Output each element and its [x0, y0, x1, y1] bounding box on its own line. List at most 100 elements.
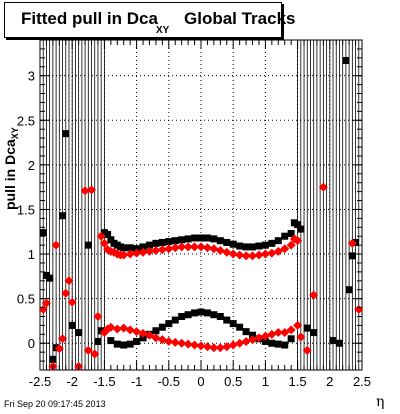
diamond-point [196, 242, 206, 252]
diamond-point [64, 276, 74, 286]
square-point [97, 327, 105, 335]
square-point [133, 337, 141, 345]
diamond-point [273, 246, 283, 256]
diamond-point [170, 337, 180, 347]
square-point [107, 337, 115, 345]
diamond-point [157, 245, 167, 255]
diamond-point [51, 240, 61, 250]
square-point [126, 340, 134, 348]
diamond-point [260, 331, 270, 341]
square-point [197, 308, 205, 316]
square-point [223, 316, 231, 324]
x-tick-label: -1.5 [93, 374, 115, 389]
square-point [261, 241, 269, 249]
square-point [268, 239, 276, 247]
diamond-point [209, 244, 219, 254]
diamond-point [112, 324, 122, 334]
diamond-point [144, 330, 154, 340]
square-point [62, 130, 70, 138]
square-point [107, 236, 115, 244]
title-tail: Global Tracks [184, 9, 296, 28]
square-point [165, 320, 173, 328]
title-main: Fitted pull in Dca [21, 9, 158, 28]
x-tick-label: -2.5 [29, 374, 51, 389]
diamond-point [83, 345, 93, 355]
square-point [171, 237, 179, 245]
square-point [139, 243, 147, 251]
diamond-point [157, 335, 167, 345]
x-tick-label: 1.5 [289, 374, 307, 389]
diamond-point [41, 298, 51, 308]
square-point [178, 236, 186, 244]
y-tick-label: 3 [28, 69, 35, 84]
square-point [268, 339, 276, 347]
diamond-point [132, 327, 142, 337]
diamond-point [58, 334, 68, 344]
x-tick-label: 0.5 [224, 374, 242, 389]
title-subscript: XY [156, 25, 170, 36]
square-point [178, 312, 186, 320]
x-tick-label: -1 [131, 374, 143, 389]
square-point [68, 321, 76, 329]
diamond-point [248, 335, 258, 345]
diamond-point [235, 250, 245, 260]
diamond-point [202, 243, 212, 253]
diamond-point [177, 338, 187, 348]
square-point [274, 237, 282, 245]
diamond-point [215, 343, 225, 353]
diamond-point [119, 250, 129, 260]
square-point [210, 235, 218, 243]
square-point [94, 337, 102, 345]
square-point [274, 340, 282, 348]
diamond-point [209, 343, 219, 353]
diamond-point [177, 242, 187, 252]
x-tick-label: -0.5 [158, 374, 180, 389]
x-axis-label: η [376, 394, 385, 410]
square-point [145, 241, 153, 249]
diamond-point [87, 185, 97, 195]
diamond-point [164, 336, 174, 346]
square-point [113, 340, 121, 348]
diamond-point [273, 328, 283, 338]
square-point [229, 320, 237, 328]
square-point [223, 238, 231, 246]
square-point [345, 286, 353, 294]
diamond-point [151, 245, 161, 255]
diamond-point [183, 242, 193, 252]
diamond-point [318, 182, 328, 192]
square-point [335, 339, 343, 347]
diamond-point [267, 248, 277, 258]
square-point [203, 234, 211, 242]
diamond-point [93, 311, 103, 321]
square-point [216, 237, 224, 245]
diamond-point [54, 344, 64, 354]
diamond-point [267, 329, 277, 339]
square-point [184, 311, 192, 319]
square-point [203, 309, 211, 317]
diamond-point [99, 238, 109, 248]
square-point [261, 337, 269, 345]
square-point [152, 239, 160, 247]
square-point [236, 323, 244, 331]
square-point [46, 274, 54, 282]
square-point [197, 234, 205, 242]
square-point [120, 244, 128, 252]
x-tick-label: -2 [66, 374, 78, 389]
square-point [242, 328, 250, 336]
diamond-point [296, 332, 306, 342]
diamond-point [170, 243, 180, 253]
diamond-point [228, 340, 238, 350]
x-tick-label: 0 [197, 374, 204, 389]
square-point [152, 327, 160, 335]
diamond-point [248, 251, 258, 261]
diamond-point [164, 244, 174, 254]
title-box: Fitted pull in Dca XY Global Tracks [4, 2, 296, 38]
square-point [158, 238, 166, 246]
diamond-point [254, 250, 264, 260]
diamond-point [241, 251, 251, 261]
y-tick-label: 2 [28, 158, 35, 173]
square-point [348, 252, 356, 260]
diamond-point [309, 290, 319, 300]
square-point [210, 311, 218, 319]
